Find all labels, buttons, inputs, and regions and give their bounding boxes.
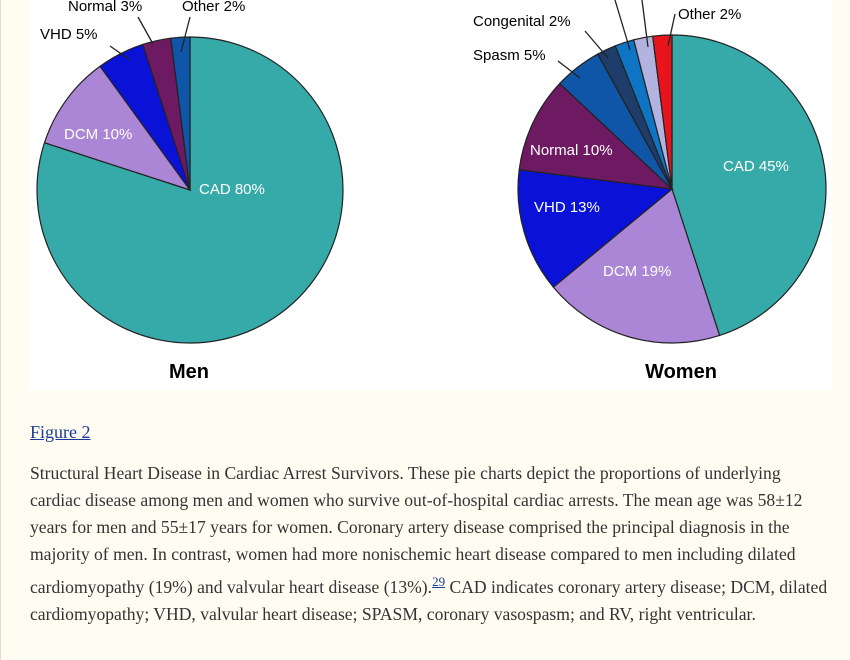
caption-text-continued: CAD indicates coronary artery disease; D… — [30, 576, 828, 624]
label-leader-line — [641, 0, 649, 48]
figure-2-link[interactable]: Figure 2 — [30, 422, 91, 442]
slice-label: CAD 45% — [723, 158, 789, 175]
slice-label: DCM 10% — [64, 126, 132, 143]
slice-label: Congenital 2% — [473, 13, 571, 30]
pie-slice — [517, 169, 674, 289]
chart-title: Women — [645, 361, 717, 383]
slice-label: VHD 5% — [40, 26, 98, 43]
slice-label: Other 2% — [678, 6, 741, 23]
label-leader-line — [180, 16, 191, 53]
slice-label: Normal 10% — [530, 142, 613, 159]
pie-slice — [43, 65, 192, 192]
slice-label: CAD 80% — [199, 181, 265, 198]
caption-text: Structural Heart Disease in Cardiac Arre… — [30, 463, 803, 597]
pie-slice — [652, 34, 673, 190]
label-leader-line — [614, 0, 631, 51]
chart-title: Men — [169, 361, 209, 383]
label-leader-line — [584, 30, 609, 59]
label-leader-line — [137, 16, 154, 45]
pie-slice — [518, 82, 674, 190]
slice-label: Other 2% — [182, 0, 245, 15]
label-leader-line — [109, 45, 131, 61]
pie-chart-men: CAD 80% DCM 10% VHD 5% Normal 3% Other 2% Men — [36, 0, 344, 383]
pie-slice — [671, 34, 827, 337]
slice-label: DCM 19% — [603, 263, 671, 280]
pie-slice — [170, 36, 191, 191]
pie-chart-women: CAD 45% DCM 19% VHD 13% Normal 10% Spasm 5% C… — [473, 0, 827, 383]
page-border — [0, 0, 1, 660]
figure-caption: Structural Heart Disease in Cardiac Arre… — [30, 460, 830, 628]
slice-label: Normal 3% — [68, 0, 142, 15]
slice-label: VHD 13% — [534, 199, 600, 216]
slice-label: Spasm 5% — [473, 47, 546, 64]
figure-image[interactable]: CAD 80% DCM 10% VHD 5% Normal 3% Other 2% Men… — [30, 0, 832, 390]
label-leader-line — [667, 13, 676, 47]
pie-charts: CAD 80% DCM 10% VHD 5% Normal 3% Other 2% Men… — [36, 0, 827, 383]
reference-29-link[interactable]: 29 — [432, 574, 446, 589]
label-leader-line — [557, 60, 581, 79]
pie-slice — [552, 187, 721, 344]
reference-superscript: 29 — [432, 574, 445, 590]
